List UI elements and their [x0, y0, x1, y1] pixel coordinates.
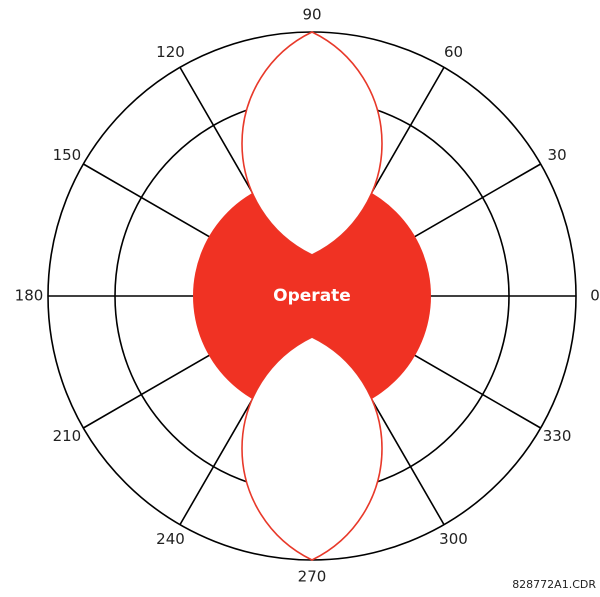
angle-label: 120	[156, 43, 185, 61]
operate-region	[193, 177, 431, 415]
angle-label: 270	[298, 568, 327, 586]
angle-label: 240	[156, 530, 185, 548]
angle-label: 210	[53, 427, 82, 445]
angle-label: 150	[53, 146, 82, 164]
angle-label: 60	[444, 43, 463, 61]
operate-label: Operate	[273, 286, 351, 306]
angle-label: 90	[302, 6, 321, 24]
angle-label: 30	[548, 146, 567, 164]
angle-label: 180	[15, 287, 44, 305]
angle-label: 0	[590, 287, 600, 305]
angle-label: 330	[543, 427, 572, 445]
figure-id: 828772A1.CDR	[512, 578, 596, 591]
angle-label: 300	[439, 530, 468, 548]
